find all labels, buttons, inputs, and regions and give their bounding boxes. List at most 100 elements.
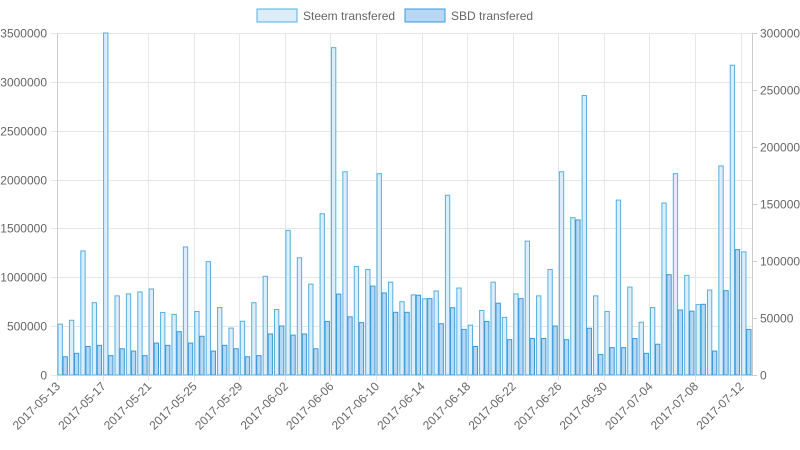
bar-steem [593, 295, 599, 376]
bar-steem [80, 250, 86, 376]
bar-steem [615, 199, 622, 376]
bar-steem [114, 295, 120, 376]
bar-sbd [700, 303, 706, 376]
bar-sbd [484, 320, 490, 376]
bar-sbd [438, 323, 444, 376]
bar-sbd [746, 328, 752, 376]
bar-steem [661, 202, 667, 376]
y-right-tick-label: 250000 [760, 84, 800, 98]
bar-steem [182, 246, 189, 376]
bar-steem [672, 173, 679, 376]
right-y-axis: 0 50000 100000 150000 200000 250000 300000 [752, 27, 800, 383]
legend: Steem transfered SBD transfered [256, 8, 533, 23]
bar-sbd [222, 344, 228, 376]
bar-steem [251, 302, 257, 376]
x-tick-label: 2017-07-04 [602, 379, 656, 433]
bar-sbd [73, 352, 80, 376]
x-tick-label: 2017-06-06 [283, 379, 337, 433]
bar-sbd [165, 344, 171, 376]
bar-sbd [723, 290, 729, 376]
bar-sbd [199, 335, 205, 376]
bar-steem [274, 309, 280, 376]
x-tick-label: 2017-05-17 [55, 379, 109, 433]
bar-sbd [689, 310, 695, 376]
bar-sbd [210, 350, 216, 376]
bar-sbd [301, 333, 308, 376]
legend-label-sbd: SBD transfered [451, 9, 533, 23]
x-tick-label: 2017-05-13 [10, 379, 64, 433]
bar-sbd [609, 347, 615, 376]
y-left-tick-label: 1000000 [0, 271, 47, 285]
bar-sbd [267, 333, 273, 376]
bar-sbd [598, 353, 604, 376]
bar-sbd [130, 350, 137, 376]
bar-steem [330, 47, 337, 376]
y-right-tick-label: 200000 [760, 141, 800, 155]
bar-sbd [187, 342, 194, 376]
bar-sbd [529, 338, 535, 376]
bar-sbd [620, 347, 627, 376]
bar-steem [342, 171, 348, 376]
x-tick-label: 2017-07-08 [648, 379, 702, 433]
bar-steem [558, 171, 565, 376]
bar-sbd [461, 328, 467, 376]
bar-steem [308, 283, 314, 376]
legend-swatch-sbd [404, 8, 446, 23]
bar-sbd [233, 348, 239, 376]
bar-steem [194, 310, 200, 376]
y-left-tick-label: 1500000 [0, 222, 47, 236]
bar-sbd [62, 356, 68, 376]
bar-steem [68, 319, 75, 376]
bar-steem [741, 251, 747, 376]
x-tick-label: 2017-06-14 [374, 379, 428, 433]
y-right-tick-label: 0 [760, 369, 767, 383]
bar-steem [365, 268, 371, 376]
bar-sbd [677, 309, 684, 376]
bar-sbd [734, 249, 741, 376]
bar-steem [456, 287, 462, 376]
x-tick-label: 2017-06-26 [511, 379, 565, 433]
bar-steem [353, 266, 360, 376]
bar-steem [125, 293, 132, 376]
bar-steem [217, 307, 223, 376]
bar-steem [205, 261, 211, 376]
bar-steem [387, 281, 394, 376]
bar-steem [228, 327, 234, 376]
x-tick-label: 2017-05-29 [192, 379, 246, 433]
x-tick-label: 2017-06-30 [557, 379, 611, 433]
y-right-tick-label: 100000 [760, 255, 800, 269]
bar-steem [501, 316, 508, 376]
bar-steem [581, 95, 587, 376]
bar-sbd [586, 327, 592, 376]
bar-steem [91, 302, 98, 376]
y-left-tick-label: 2000000 [0, 174, 47, 188]
bar-steem [296, 257, 303, 376]
bar-sbd [119, 348, 125, 376]
bar-sbd [666, 274, 672, 376]
bar-steem [171, 313, 177, 376]
bar-sbd [279, 325, 285, 376]
y-left-tick-label: 0 [40, 369, 47, 383]
x-axis: 2017-05-132017-05-172017-05-212017-05-25… [10, 375, 752, 433]
bar-sbd [632, 338, 638, 376]
bar-sbd [392, 311, 399, 376]
bar-sbd [244, 356, 251, 376]
bar-steem [513, 293, 519, 376]
x-tick-label: 2017-06-10 [329, 379, 383, 433]
bar-steem [547, 268, 553, 376]
y-left-tick-label: 3000000 [0, 76, 47, 90]
bar-sbd [495, 302, 501, 376]
bar-steem [103, 32, 109, 376]
x-tick-label: 2017-07-12 [693, 379, 747, 433]
bar-sbd [643, 352, 649, 376]
bar-steem [627, 286, 633, 376]
bar-steem [148, 288, 154, 376]
y-right-tick-label: 300000 [760, 27, 800, 41]
bar-sbd [96, 344, 103, 376]
bar-sbd [518, 298, 524, 376]
bar-steem [285, 229, 291, 376]
x-tick-label: 2017-06-18 [420, 379, 474, 433]
bar-sbd [108, 355, 114, 376]
bar-sbd [290, 334, 296, 376]
